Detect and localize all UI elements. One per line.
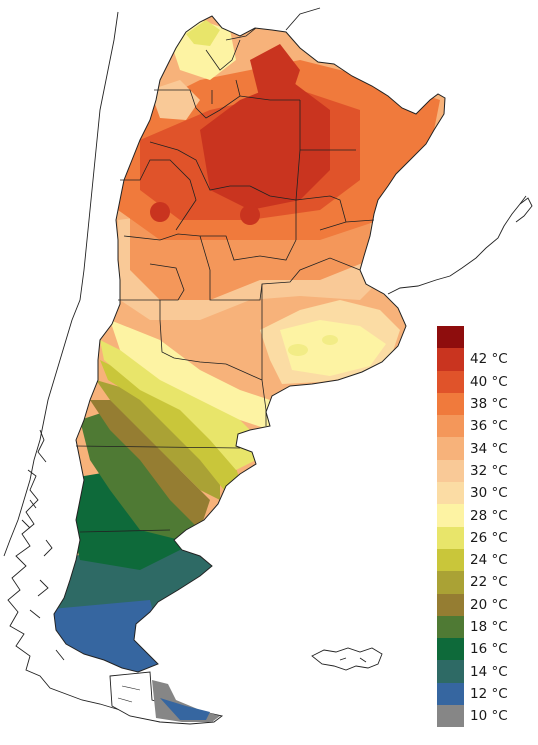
- legend-label: 28 °C: [470, 507, 508, 524]
- legend-swatch: [437, 615, 464, 639]
- legend-swatch: [437, 459, 464, 483]
- legend-swatch: [437, 482, 464, 505]
- legend-item: 18 °C: [437, 615, 538, 639]
- legend-swatch: [437, 504, 464, 527]
- legend-label: 12 °C: [470, 685, 508, 702]
- legend-swatch: [437, 705, 464, 728]
- legend-item: 38 °C: [437, 392, 538, 416]
- legend-label: 32 °C: [470, 462, 508, 479]
- legend-swatch: [437, 326, 464, 349]
- legend-swatch: [437, 370, 464, 393]
- province-borders: [75, 27, 375, 533]
- legend-label: 14 °C: [470, 663, 508, 680]
- legend-item: 14 °C: [437, 660, 538, 683]
- legend-swatch: [437, 682, 464, 706]
- legend-item: 40 °C: [437, 370, 538, 393]
- legend-swatch: [437, 593, 464, 616]
- legend-item: 28 °C: [437, 504, 538, 527]
- legend-label: 40 °C: [470, 373, 508, 390]
- legend-label: 18 °C: [470, 619, 508, 635]
- legend-item: 36 °C: [437, 415, 538, 438]
- legend-item: 12 °C: [437, 682, 538, 706]
- legend-item: 22 °C: [437, 571, 538, 594]
- legend-item: 26 °C: [437, 526, 538, 549]
- legend-item: 30 °C: [437, 482, 538, 505]
- legend-label: 20 °C: [470, 596, 508, 613]
- legend-swatch: [437, 392, 464, 416]
- uruguay-outline: [285, 7, 533, 295]
- legend-swatch: [437, 571, 464, 594]
- legend-label: 16 °C: [470, 641, 508, 658]
- legend-label: 36 °C: [470, 418, 508, 435]
- legend-label: 34 °C: [470, 440, 508, 457]
- legend-item: 10 °C: [437, 705, 538, 728]
- temperature-legend: 42 °C 40 °C 38 °C 36 °C 34 °C 32 °C 30 °C 28 °C…: [437, 326, 538, 728]
- legend-label: 30 °C: [470, 485, 508, 502]
- legend-swatch: [437, 348, 464, 371]
- legend-item: 24 °C: [437, 548, 538, 572]
- legend-swatch: [437, 548, 464, 572]
- legend-item: 42 °C: [437, 348, 538, 371]
- legend-label: 26 °C: [470, 529, 508, 546]
- legend-item: [437, 326, 538, 349]
- legend-swatch: [437, 638, 464, 661]
- legend-item: 32 °C: [437, 459, 538, 483]
- legend-label: 38 °C: [470, 396, 508, 413]
- legend-label: 22 °C: [470, 574, 508, 591]
- legend-item: 34 °C: [437, 437, 538, 460]
- malvinas-islands: [311, 647, 383, 671]
- legend-label: 42 °C: [470, 351, 508, 368]
- legend-swatch: [437, 415, 464, 438]
- legend-label: 10 °C: [470, 708, 508, 725]
- legend-swatch: [437, 437, 464, 460]
- chile-outline: [3, 11, 180, 723]
- legend-swatch: [437, 526, 464, 549]
- legend-item: 16 °C: [437, 638, 538, 661]
- legend-item: 20 °C: [437, 593, 538, 616]
- legend-swatch: [437, 660, 464, 683]
- tierra-del-fuego: [109, 671, 224, 725]
- legend-label: 24 °C: [470, 552, 508, 569]
